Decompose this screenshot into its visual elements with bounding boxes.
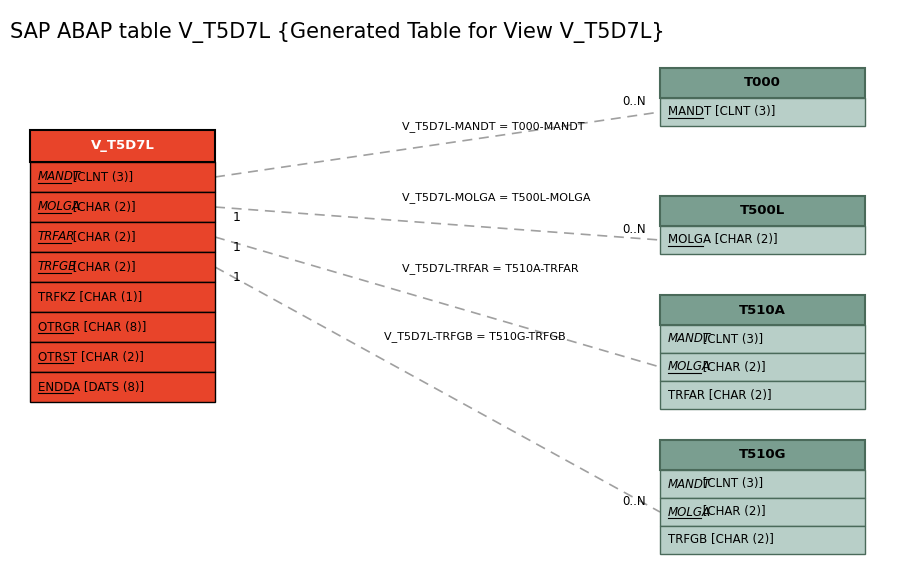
Bar xyxy=(30,252,215,282)
Bar xyxy=(660,440,865,470)
Text: 1: 1 xyxy=(233,211,241,224)
Bar xyxy=(660,325,865,353)
Text: SAP ABAP table V_T5D7L {Generated Table for View V_T5D7L}: SAP ABAP table V_T5D7L {Generated Table … xyxy=(10,22,664,43)
Text: MANDT: MANDT xyxy=(668,478,711,490)
Bar xyxy=(30,372,215,402)
Text: TRFAR: TRFAR xyxy=(38,231,76,243)
Text: T000: T000 xyxy=(744,77,781,89)
Bar xyxy=(30,282,215,312)
Bar xyxy=(30,222,215,252)
Text: [CHAR (2)]: [CHAR (2)] xyxy=(699,360,766,374)
Text: [CLNT (3)]: [CLNT (3)] xyxy=(699,332,763,346)
Text: MANDT: MANDT xyxy=(38,170,81,184)
Bar xyxy=(660,470,865,498)
Bar xyxy=(660,381,865,409)
Bar xyxy=(30,342,215,372)
Text: T510G: T510G xyxy=(739,449,787,461)
Text: 0..N: 0..N xyxy=(622,95,645,108)
Text: 0..N: 0..N xyxy=(622,495,645,508)
Text: MOLGA: MOLGA xyxy=(668,505,711,518)
Text: TRFKZ [CHAR (1)]: TRFKZ [CHAR (1)] xyxy=(38,290,142,303)
Text: TRFAR [CHAR (2)]: TRFAR [CHAR (2)] xyxy=(668,389,771,401)
Bar xyxy=(660,295,865,325)
Text: V_T5D7L-MANDT = T000-MANDT: V_T5D7L-MANDT = T000-MANDT xyxy=(402,121,584,132)
Text: 1: 1 xyxy=(233,271,241,284)
Bar xyxy=(660,226,865,254)
Bar xyxy=(660,196,865,226)
Text: OTRGR [CHAR (8)]: OTRGR [CHAR (8)] xyxy=(38,321,147,333)
Text: V_T5D7L-TRFAR = T510A-TRFAR: V_T5D7L-TRFAR = T510A-TRFAR xyxy=(402,263,579,274)
Text: T500L: T500L xyxy=(740,205,785,217)
Text: [CHAR (2)]: [CHAR (2)] xyxy=(69,260,136,274)
Text: [CLNT (3)]: [CLNT (3)] xyxy=(69,170,133,184)
Bar xyxy=(30,312,215,342)
Text: MOLGA: MOLGA xyxy=(668,360,711,374)
Text: [CHAR (2)]: [CHAR (2)] xyxy=(69,200,136,213)
Bar xyxy=(30,130,215,162)
Bar xyxy=(30,192,215,222)
Bar xyxy=(660,68,865,98)
Text: MOLGA [CHAR (2)]: MOLGA [CHAR (2)] xyxy=(668,234,778,246)
Text: [CLNT (3)]: [CLNT (3)] xyxy=(699,478,763,490)
Bar xyxy=(660,526,865,554)
Text: 0..N: 0..N xyxy=(622,223,645,236)
Bar xyxy=(30,162,215,192)
Text: V_T5D7L-MOLGA = T500L-MOLGA: V_T5D7L-MOLGA = T500L-MOLGA xyxy=(402,192,590,203)
Bar xyxy=(660,498,865,526)
Text: ENDDA [DATS (8)]: ENDDA [DATS (8)] xyxy=(38,381,144,393)
Text: V_T5D7L-TRFGB = T510G-TRFGB: V_T5D7L-TRFGB = T510G-TRFGB xyxy=(384,331,566,342)
Text: 1: 1 xyxy=(233,241,241,254)
Text: [CHAR (2)]: [CHAR (2)] xyxy=(69,231,136,243)
Text: TRFGB [CHAR (2)]: TRFGB [CHAR (2)] xyxy=(668,533,774,547)
Text: OTRST [CHAR (2)]: OTRST [CHAR (2)] xyxy=(38,350,144,364)
Bar xyxy=(660,353,865,381)
Text: MOLGA: MOLGA xyxy=(38,200,81,213)
Text: TRFGB: TRFGB xyxy=(38,260,77,274)
Bar xyxy=(660,98,865,126)
Text: T510A: T510A xyxy=(739,303,786,317)
Text: [CHAR (2)]: [CHAR (2)] xyxy=(699,505,766,518)
Text: MANDT [CLNT (3)]: MANDT [CLNT (3)] xyxy=(668,106,776,119)
Text: MANDT: MANDT xyxy=(668,332,711,346)
Text: V_T5D7L: V_T5D7L xyxy=(91,139,155,152)
